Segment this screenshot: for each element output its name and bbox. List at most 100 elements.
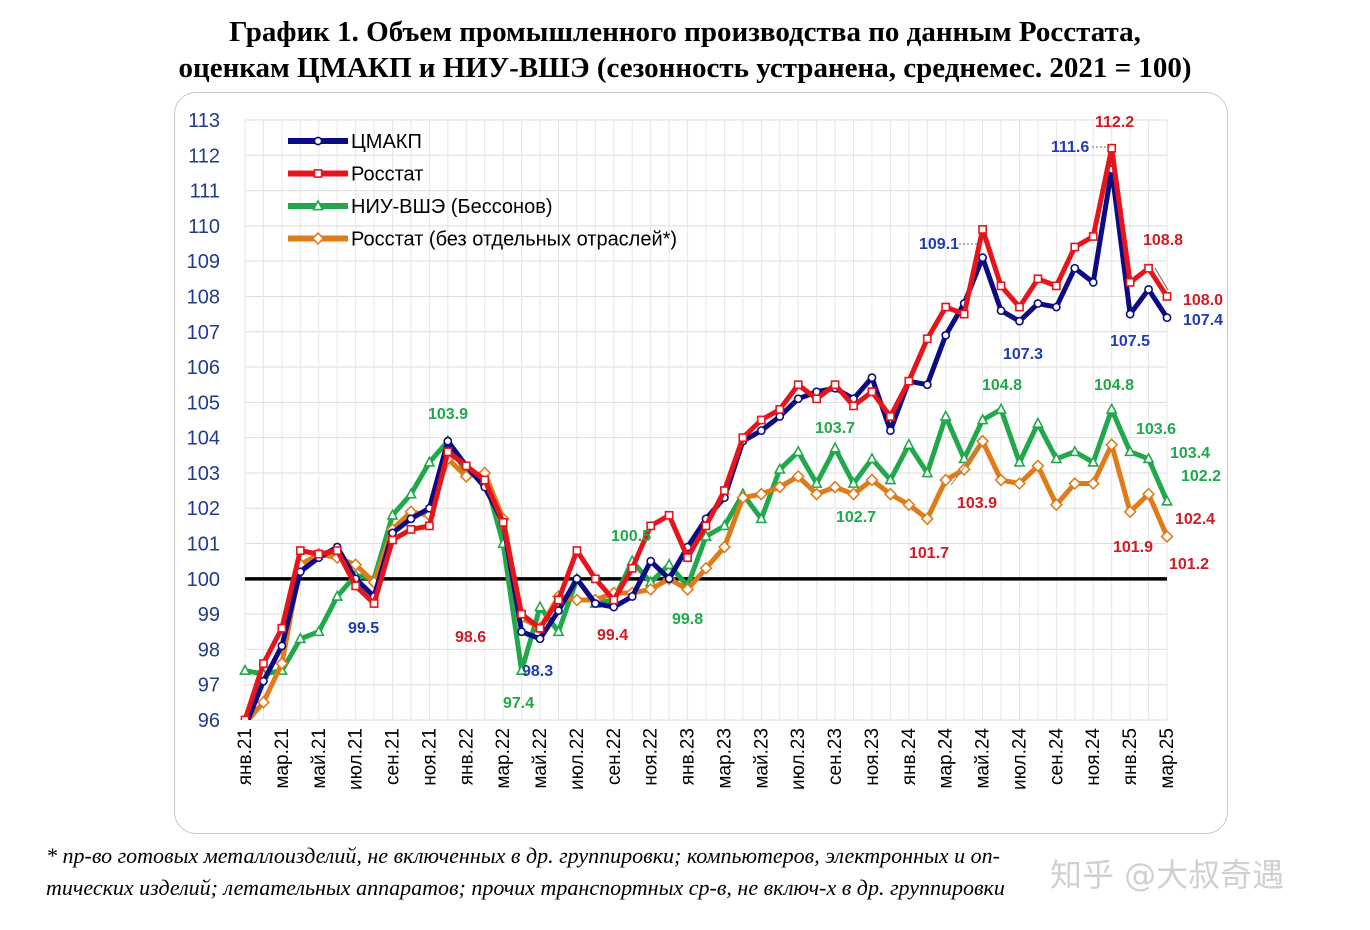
data-point <box>995 402 1007 414</box>
y-tick-label: 105 <box>187 392 220 414</box>
data-point <box>627 563 637 573</box>
y-tick-label: 104 <box>187 428 220 450</box>
data-point <box>978 225 987 234</box>
data-point <box>311 231 325 246</box>
x-tick-label: янв.23 <box>678 728 699 785</box>
data-point <box>461 461 471 471</box>
data-point <box>1124 445 1137 457</box>
leader-line <box>950 445 981 486</box>
data-point <box>554 595 563 605</box>
data-point <box>277 641 287 651</box>
data-point <box>534 600 546 612</box>
data-label: 101.7 <box>909 545 949 562</box>
data-point <box>388 528 397 538</box>
data-point <box>720 486 729 495</box>
x-tick-label: сен.24 <box>1046 728 1067 785</box>
data-label: 101.2 <box>1169 556 1209 573</box>
x-tick-label: май.24 <box>973 728 994 789</box>
data-point <box>1051 281 1061 291</box>
legend-label: НИУ-ВШЭ (Бессонов) <box>351 196 553 218</box>
data-label: 103.9 <box>428 406 468 423</box>
y-tick-label: 101 <box>187 534 220 556</box>
x-tick-label: сен.23 <box>825 728 846 785</box>
data-point <box>1049 498 1063 512</box>
data-point <box>792 445 805 457</box>
data-point <box>756 415 766 425</box>
data-point <box>535 634 545 644</box>
data-point <box>922 380 932 390</box>
data-point <box>1086 476 1100 491</box>
data-point <box>1050 452 1063 464</box>
data-point <box>646 556 656 566</box>
watermark: 知乎 @大叔奇遇 <box>1050 856 1285 894</box>
x-axis-tick-labels: янв.21 мар.21 май.21 июл.21 сен.21 ноя.21 янв.… <box>235 728 1178 790</box>
data-point <box>883 487 897 501</box>
data-label: 108.8 <box>1143 232 1183 249</box>
data-point <box>867 387 877 397</box>
data-point <box>1033 274 1043 284</box>
x-tick-label: ноя.21 <box>419 728 440 786</box>
data-point <box>902 438 915 450</box>
y-tick-label: 106 <box>187 357 220 379</box>
data-point <box>572 546 582 555</box>
chart-title-line-2: оценкам ЦМАКП и НИУ-ВШЭ (сезонность устр… <box>178 52 1192 84</box>
data-point <box>773 480 787 494</box>
data-point <box>443 436 453 446</box>
data-point <box>590 574 600 584</box>
data-point <box>277 623 287 633</box>
data-label: 107.4 <box>1183 312 1223 329</box>
data-point <box>312 625 325 637</box>
data-point <box>423 455 436 467</box>
data-label: 107.3 <box>1003 346 1043 363</box>
data-point <box>443 447 453 457</box>
data-label: 107.5 <box>1110 333 1150 350</box>
data-label: 103.7 <box>815 420 855 437</box>
data-point <box>498 517 508 527</box>
data-point <box>736 491 750 505</box>
data-point <box>1031 416 1044 428</box>
data-label: 104.8 <box>982 377 1022 394</box>
data-point <box>480 475 490 485</box>
data-point <box>1015 316 1024 326</box>
x-tick-label: мар.24 <box>936 728 957 789</box>
data-point <box>1105 438 1119 452</box>
data-point <box>1142 487 1156 501</box>
data-point <box>886 426 895 435</box>
data-label: 108.0 <box>1183 292 1223 309</box>
data-point <box>700 529 712 541</box>
data-point <box>941 330 951 340</box>
data-label: 100.5 <box>611 528 651 545</box>
x-tick-label: мар.23 <box>714 728 735 789</box>
data-point <box>701 521 711 531</box>
data-point <box>994 473 1008 487</box>
data-point <box>332 546 342 555</box>
data-point <box>957 462 971 476</box>
data-point <box>313 169 323 178</box>
data-point <box>775 412 785 421</box>
data-point <box>866 452 878 464</box>
data-point <box>664 574 674 584</box>
data-point <box>535 623 545 633</box>
data-point <box>1123 505 1137 519</box>
data-label: 99.4 <box>597 627 628 644</box>
data-point <box>239 663 251 675</box>
leader-line <box>1154 267 1169 291</box>
data-point <box>846 487 861 501</box>
legend-item: Росстат (без отдельных отраслей*) <box>288 229 677 251</box>
line-chart: 96 97 98 99 100 101 102 103 104 105 106 107 108 109 11… <box>187 110 1224 790</box>
data-point <box>699 561 713 575</box>
data-point <box>313 136 323 146</box>
legend-item: Росстат <box>288 164 423 186</box>
data-point <box>644 582 658 596</box>
legend-item: НИУ-ВШЭ (Бессонов) <box>288 196 553 218</box>
chart-title-line-1: График 1. Объем промышленного производст… <box>229 16 1141 48</box>
data-point <box>275 656 289 671</box>
legend-label: Росстат <box>351 164 423 186</box>
y-tick-label: 107 <box>187 322 220 344</box>
y-tick-label: 103 <box>187 463 220 485</box>
y-tick-label: 98 <box>198 639 220 661</box>
data-point <box>939 473 953 487</box>
data-point <box>1051 302 1061 312</box>
data-point <box>865 473 879 487</box>
data-label: 101.9 <box>1113 539 1153 556</box>
